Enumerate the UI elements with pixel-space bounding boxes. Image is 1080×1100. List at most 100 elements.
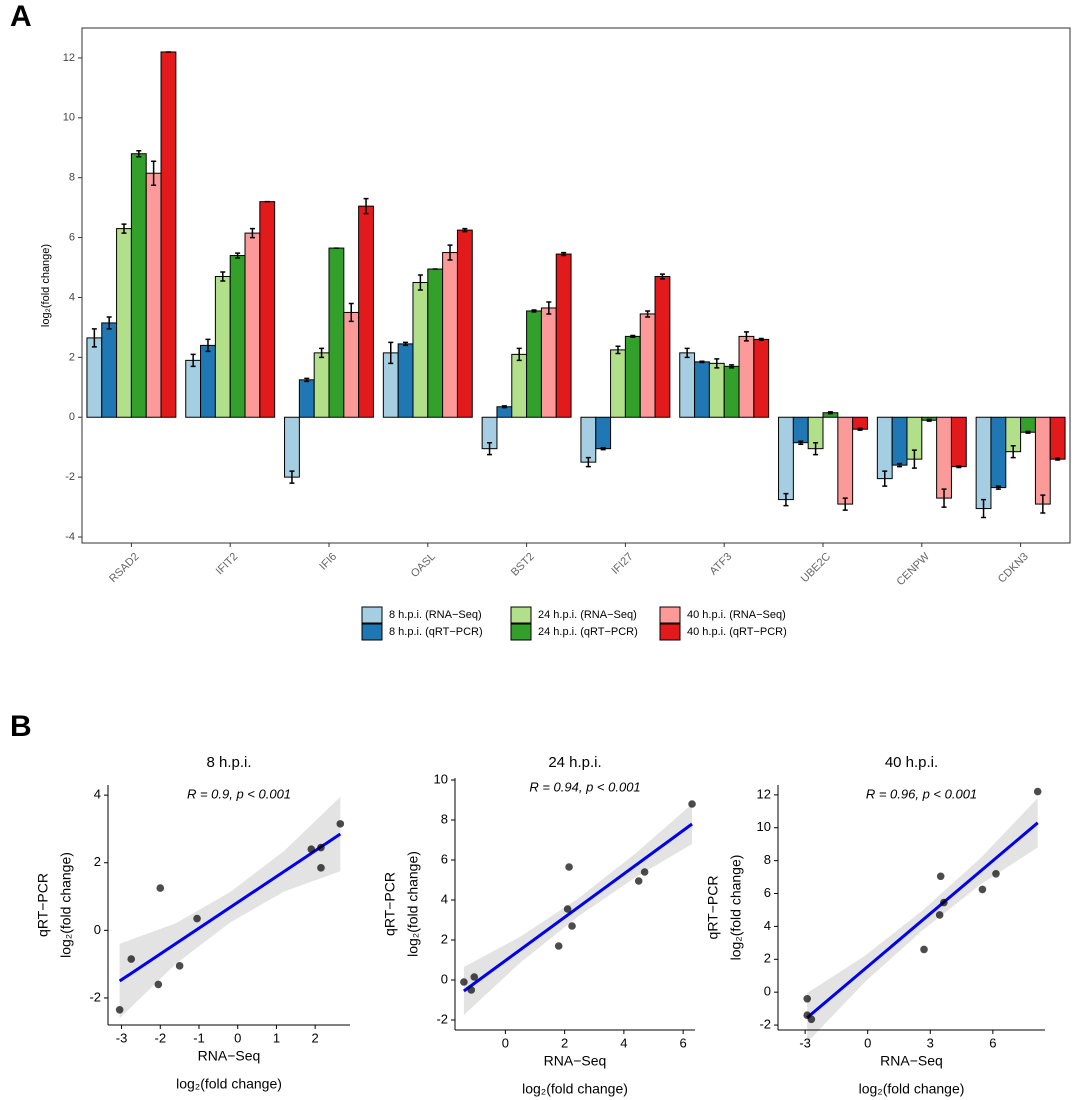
point — [467, 986, 476, 994]
point — [803, 994, 812, 1003]
plot-frame — [81, 27, 1071, 544]
scatter-title: 40 h.p.i. — [885, 754, 938, 771]
y-tick-label: 6 — [441, 851, 448, 866]
x-tick-label: 2 — [561, 1035, 568, 1050]
x-axis-label: log₂(fold change) — [522, 1081, 628, 1097]
x-tick-label: 0 — [864, 1035, 871, 1050]
confidence-band — [463, 804, 693, 1015]
point — [940, 898, 948, 907]
bar — [160, 51, 177, 418]
error-bar — [981, 498, 987, 519]
error-bar — [304, 377, 310, 383]
error-bar — [531, 309, 537, 313]
x-tick-label: CENPW — [895, 550, 933, 588]
point — [154, 980, 163, 989]
error-bar — [487, 441, 493, 456]
y-tick-label: 12 — [63, 52, 75, 64]
point — [992, 869, 1000, 878]
y-tick-label: 8 — [69, 172, 75, 184]
point — [1033, 787, 1042, 796]
fit-line — [463, 822, 693, 993]
point — [554, 942, 563, 950]
point — [336, 820, 345, 828]
bar — [837, 416, 854, 505]
x-axis-label: RNA−Seq — [544, 1053, 607, 1069]
bar — [778, 416, 794, 501]
y-tick-label: -2 — [89, 989, 101, 1004]
bar — [259, 201, 276, 418]
x-tick-label: 1 — [273, 1030, 280, 1045]
x-tick-label: -2 — [154, 1030, 166, 1045]
point — [175, 962, 184, 970]
bar — [738, 335, 755, 418]
y-axis-label: log₂(fold change) — [40, 244, 52, 327]
error-bar — [235, 252, 241, 259]
bar — [654, 276, 671, 418]
error-bar — [659, 273, 665, 280]
error-bar — [699, 360, 705, 364]
point — [978, 885, 987, 894]
error-bar — [956, 465, 962, 469]
error-bar — [417, 274, 423, 291]
x-tick-label: 6 — [680, 1035, 687, 1050]
error-bar — [798, 440, 804, 445]
error-bar — [516, 347, 522, 362]
error-bar — [462, 227, 468, 233]
y-tick-label: 2 — [441, 931, 448, 946]
y-tick-label: 10 — [757, 819, 771, 834]
x-tick-label: 2 — [312, 1030, 319, 1045]
point — [920, 945, 928, 954]
error-bar — [615, 345, 621, 355]
annotation: R = 0.94, p < 0.001 — [529, 779, 640, 794]
y-tick-label: 4 — [441, 891, 448, 906]
y-tick-label: 4 — [764, 918, 771, 933]
error-bar — [882, 470, 888, 487]
bar — [1020, 416, 1036, 433]
bar — [950, 416, 967, 468]
y-tick-label: 10 — [434, 771, 448, 786]
fit-line — [806, 821, 1039, 1019]
legend-key — [510, 623, 532, 641]
y-tick-label: 10 — [63, 112, 75, 124]
x-tick-label: BST2 — [509, 551, 537, 579]
legend-key — [361, 606, 383, 624]
x-tick-label: 0 — [502, 1035, 509, 1050]
bar — [145, 172, 162, 418]
x-tick-label: IFIT2 — [214, 551, 241, 578]
x-axis-label: log₂(fold change) — [176, 1076, 282, 1092]
error-bar — [758, 337, 764, 342]
error-bar — [684, 347, 690, 359]
y-tick-label: 0 — [764, 984, 771, 999]
error-bar — [136, 150, 142, 158]
legend-label: 24 h.p.i. (qRT−PCR) — [538, 626, 638, 638]
error-bar — [447, 244, 453, 261]
error-bar — [729, 364, 735, 369]
error-bar — [585, 456, 591, 468]
y-tick-label: 0 — [69, 411, 75, 423]
x-tick-label: CDKN3 — [996, 551, 1031, 586]
error-bar — [363, 197, 369, 215]
error-bar — [911, 449, 917, 469]
error-bar — [926, 418, 932, 422]
bar — [200, 344, 216, 418]
error-bar — [645, 310, 651, 318]
x-tick-label: UBE2C — [799, 551, 833, 585]
error-bar — [600, 447, 606, 451]
error-bar — [897, 462, 903, 468]
legend-key — [361, 623, 383, 641]
legend-label: 8 h.p.i. (RNA−Seq) — [389, 609, 482, 621]
point — [317, 864, 325, 872]
legend-label: 24 h.p.i. (RNA−Seq) — [538, 609, 637, 621]
y-tick-label: 4 — [69, 291, 75, 303]
bar — [610, 349, 626, 418]
bar — [86, 337, 103, 418]
point — [640, 868, 649, 876]
bar — [284, 416, 300, 478]
error-bar — [249, 227, 255, 239]
y-axis-label: qRT−PCR — [35, 873, 51, 937]
y-tick-label: 2 — [94, 854, 101, 869]
legend-key — [659, 623, 681, 641]
error-bar — [561, 251, 567, 257]
point — [803, 1011, 812, 1020]
legend-key — [510, 606, 532, 624]
